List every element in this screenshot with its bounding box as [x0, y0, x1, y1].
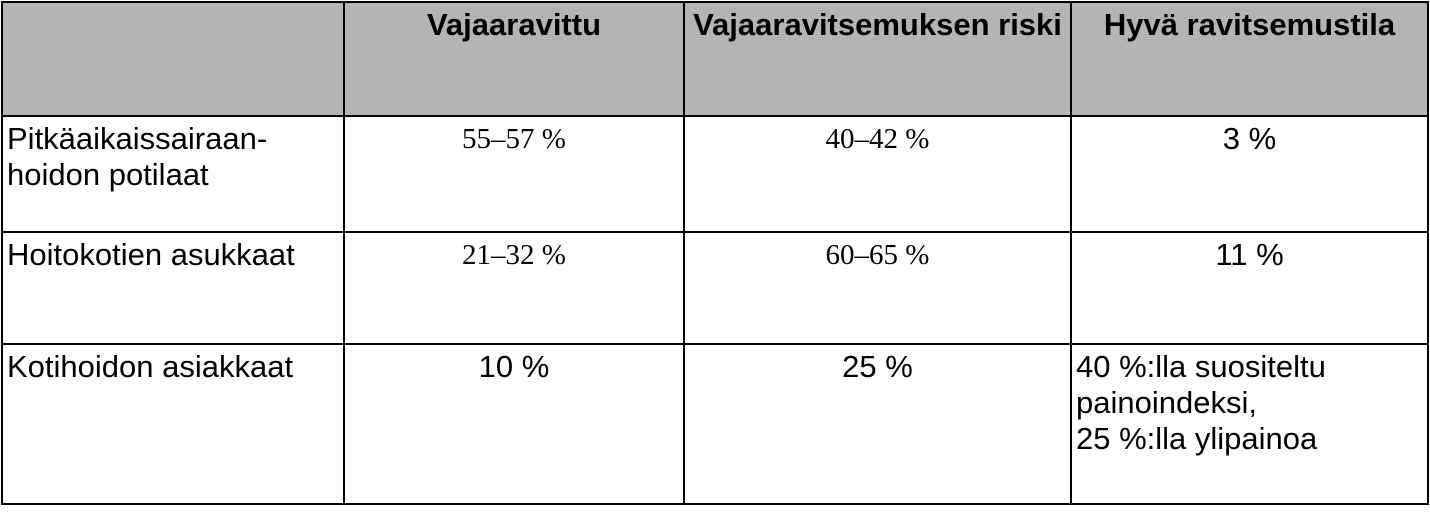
- header-row: Vajaaravittu Vajaaravitsemuksen riski Hy…: [1, 1, 1429, 117]
- corner-cell: [1, 1, 345, 117]
- column-header: Vajaaravitsemuksen riski: [683, 1, 1072, 117]
- table-row: Pitkäaikaissairaan- hoidon potilaat 55–5…: [1, 115, 1429, 233]
- column-header: Vajaaravittu: [343, 1, 685, 117]
- cell: 21–32 %: [343, 231, 685, 345]
- cell: 11 %: [1070, 231, 1429, 345]
- cell: 3 %: [1070, 115, 1429, 233]
- row-header: Pitkäaikaissairaan- hoidon potilaat: [1, 115, 345, 233]
- cell: 25 %: [683, 343, 1072, 505]
- column-header: Hyvä ravitsemustila: [1070, 1, 1429, 117]
- cell: 60–65 %: [683, 231, 1072, 345]
- table-row: Kotihoidon asiakkaat 10 % 25 % 40 %:lla …: [1, 343, 1429, 505]
- cell: 10 %: [343, 343, 685, 505]
- table-row: Hoitokotien asukkaat 21–32 % 60–65 % 11 …: [1, 231, 1429, 345]
- row-header: Hoitokotien asukkaat: [1, 231, 345, 345]
- cell: 55–57 %: [343, 115, 685, 233]
- row-header: Kotihoidon asiakkaat: [1, 343, 345, 505]
- cell: 40–42 %: [683, 115, 1072, 233]
- cell: 40 %:lla suositeltu painoindeksi, 25 %:l…: [1070, 343, 1429, 505]
- nutrition-table: Vajaaravittu Vajaaravitsemuksen riski Hy…: [1, 1, 1429, 505]
